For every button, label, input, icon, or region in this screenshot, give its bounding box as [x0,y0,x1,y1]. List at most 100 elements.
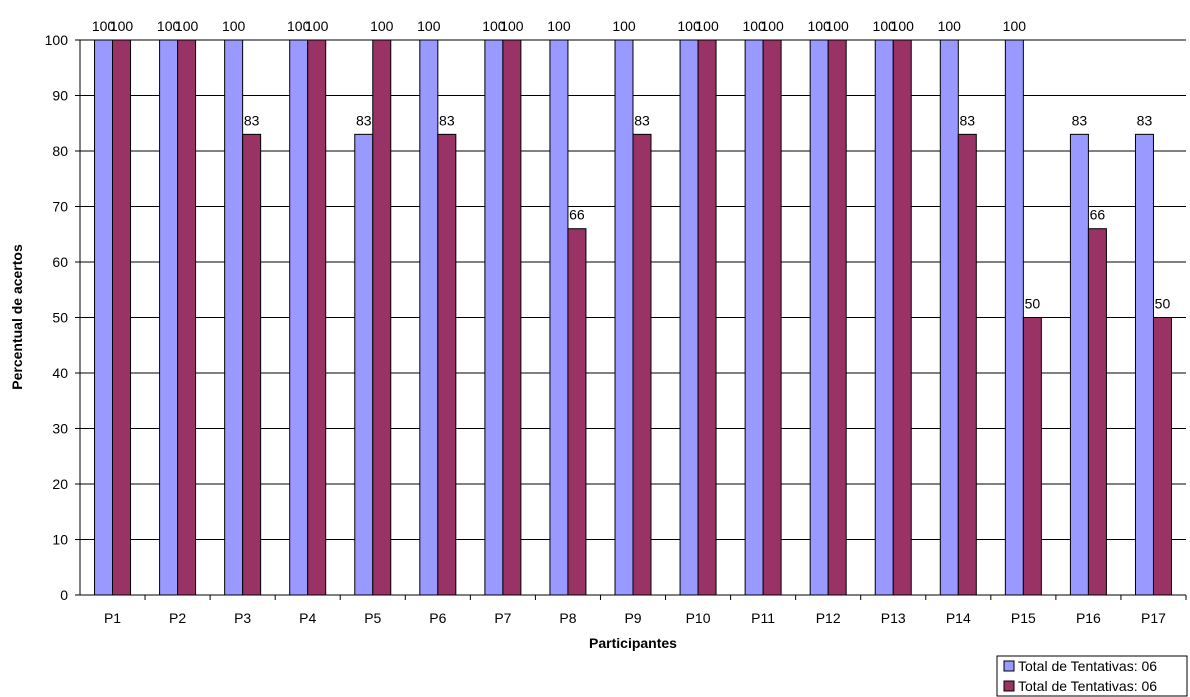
axes [75,39,1187,600]
bar-series-1 [549,39,569,596]
bar-series-1 [289,39,309,596]
bar-series-1 [874,39,894,596]
y-tick-label: 100 [45,32,69,48]
bar-series-2 [762,39,782,596]
x-tick-label: P6 [429,610,446,626]
bar-series-1 [484,39,504,596]
bar-series-2 [567,228,587,596]
bar-series-1 [744,39,764,596]
bar-series-1 [419,39,439,596]
data-label: 100 [612,18,636,34]
y-tick-label: 80 [52,143,68,159]
data-label: 83 [439,112,455,128]
data-label: 100 [92,18,116,34]
x-tick-label: P4 [299,610,316,626]
x-tick-label: P12 [816,610,841,626]
bar-series-1 [224,39,244,596]
y-tick-label: 40 [52,365,68,381]
y-tick-label: 90 [52,88,68,104]
bar-series-2 [437,133,457,596]
bar-series-2 [827,39,847,596]
x-tick-label: P17 [1141,610,1166,626]
bar-series-2 [1022,317,1042,596]
bar-series-1 [809,39,829,596]
data-label: 100 [873,18,897,34]
bar-series-1 [1069,133,1089,596]
x-tick-label: P15 [1011,610,1036,626]
x-tick-label: P9 [624,610,641,626]
legend-label-series-2: Total de Tentativas: 06 [1018,678,1157,694]
bar-series-2 [892,39,912,596]
data-label: 83 [1072,112,1088,128]
data-label: 100 [891,18,915,34]
bar-series-1 [614,39,634,596]
bar-series-1 [94,39,114,596]
x-tick-label: P13 [881,610,906,626]
legend-swatch-series-1 [1003,660,1015,672]
y-tick-label: 60 [52,254,68,270]
y-tick-label: 0 [60,587,68,603]
data-label: 100 [938,18,962,34]
data-label: 50 [1025,296,1041,312]
x-tick-label: P3 [234,610,251,626]
data-label: 100 [370,18,394,34]
y-tick-label: 70 [52,199,68,215]
x-tick-label: P11 [751,610,775,626]
data-label: 100 [547,18,571,34]
data-label: 100 [287,18,311,34]
data-label: 83 [960,112,976,128]
data-label: 100 [695,18,719,34]
bar-series-2 [112,39,132,596]
data-label: 100 [157,18,181,34]
x-tick-label: P14 [946,610,971,626]
data-label: 100 [825,18,849,34]
data-label: 83 [244,112,260,128]
bar-series-2 [242,133,262,596]
data-label: 100 [305,18,329,34]
x-tick-label: P7 [494,610,511,626]
bar-series-1 [1134,133,1154,596]
bar-series-2 [1152,317,1172,596]
bar-series-2 [177,39,197,596]
bar-series-1 [1004,39,1024,596]
x-tick-label: P8 [559,610,576,626]
data-label: 83 [356,112,372,128]
data-label: 100 [677,18,701,34]
bar-series-2 [697,39,717,596]
data-label: 100 [1003,18,1027,34]
bar-series-1 [939,39,959,596]
legend: Total de Tentativas: 06 Total de Tentati… [996,655,1188,697]
bar-series-2 [1087,228,1107,596]
x-axis-title: Participantes [589,635,677,651]
x-tick-label: P1 [104,610,121,626]
data-label: 100 [807,18,831,34]
legend-swatch-series-2 [1003,680,1015,692]
bar-series-2 [502,39,522,596]
data-label: 100 [482,18,506,34]
data-label: 100 [417,18,441,34]
x-tick-label: P5 [364,610,381,626]
data-label: 100 [742,18,766,34]
data-label: 66 [1090,207,1106,223]
data-label: 83 [1137,112,1153,128]
bar-series-2 [957,133,977,596]
legend-label-series-1: Total de Tentativas: 06 [1018,658,1157,674]
data-label: 100 [222,18,246,34]
data-label: 66 [569,207,585,223]
x-tick-label: P10 [686,610,711,626]
bar-series-1 [159,39,179,596]
x-tick-label: P2 [169,610,186,626]
data-label: 83 [634,112,650,128]
y-tick-label: 50 [52,310,68,326]
y-tick-labels: 0 10 20 30 40 50 60 70 80 90 100 [45,32,69,603]
data-label: 100 [175,18,199,34]
bar-series-1 [679,39,699,596]
bar-series-2 [307,39,327,596]
x-tick-labels: P1 P2 P3 P4 P5 P6 P7 P8 P9 P10 P11 P12 P13 P14 P15 P16 P… [104,610,1166,626]
bar-series-1 [354,133,374,596]
y-tick-label: 30 [52,421,68,437]
data-label: 100 [500,18,524,34]
bar-series-2 [632,133,652,596]
